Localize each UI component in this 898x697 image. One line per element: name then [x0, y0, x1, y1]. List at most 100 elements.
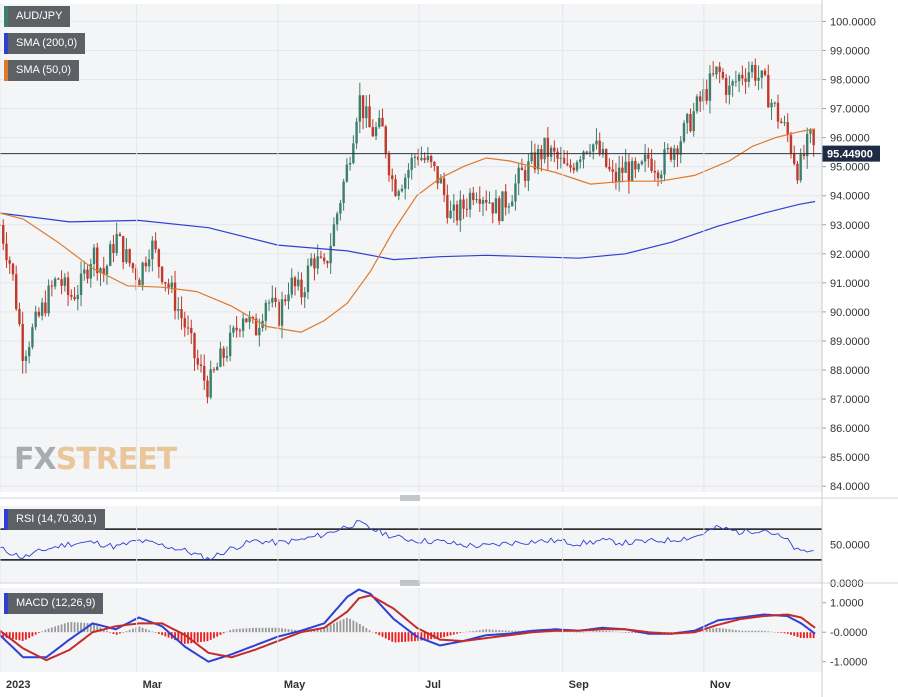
macd-hist-bar: [475, 630, 478, 633]
macd-hist-bar: [352, 620, 355, 633]
candle-body: [339, 203, 342, 214]
candles: [0, 58, 815, 404]
macd-hist-bar: [70, 622, 73, 633]
candle-body: [676, 148, 679, 155]
price-tick-label: 90.0000: [830, 307, 870, 319]
legend-macd[interactable]: MACD (12,26,9): [4, 593, 104, 614]
macd-hist-bar: [122, 632, 125, 633]
macd-hist-bar: [203, 632, 206, 642]
macd-hist-bar: [268, 627, 270, 633]
macd-hist-bar: [261, 627, 264, 633]
candle-body: [517, 167, 520, 184]
candle-body: [310, 258, 313, 266]
legend-rsi[interactable]: RSI (14,70,30,1): [4, 509, 105, 530]
candle-body: [121, 236, 125, 263]
macd-hist-bar: [744, 630, 747, 633]
candle-body: [608, 166, 611, 170]
candle-body: [277, 301, 280, 326]
candle-body: [8, 260, 11, 264]
candle-body: [741, 74, 744, 79]
macd-hist-bar: [427, 632, 429, 640]
macd-hist-bar: [342, 619, 345, 633]
candle-body: [799, 154, 802, 181]
candle-body: [345, 164, 349, 182]
candle-body: [193, 333, 196, 359]
macd-hist-bar: [459, 632, 462, 633]
macd-hist-bar: [38, 632, 40, 634]
macd-hist-bar: [73, 622, 76, 633]
macd-hist-bar: [209, 632, 212, 640]
macd-hist-bar: [83, 622, 86, 633]
candle-body: [705, 89, 708, 101]
legend-sma50-label: SMA (50,0): [16, 64, 72, 76]
macd-hist-bar: [718, 628, 721, 633]
candle-body: [630, 160, 634, 181]
candle-body: [718, 66, 721, 72]
macd-hist-bar: [764, 630, 766, 633]
macd-hist-bar: [576, 632, 578, 633]
macd-hist-bar: [439, 632, 442, 638]
x-tick-label: Sep: [569, 679, 589, 691]
candle-body: [125, 249, 128, 263]
macd-hist-bar: [232, 629, 235, 633]
candle-body: [31, 327, 34, 348]
legend-pair-label: AUD/JPY: [16, 10, 63, 22]
legend-sma200[interactable]: SMA (200,0): [4, 33, 86, 54]
macd-hist-bar: [712, 628, 715, 633]
candle-body: [637, 164, 640, 170]
candle-body: [721, 71, 725, 78]
rsi-panel: 50.0000 0.0000: [0, 506, 870, 590]
candle-body: [83, 269, 86, 274]
macd-hist-bar: [572, 631, 575, 633]
candle-body: [695, 96, 699, 112]
macd-hist-bar: [592, 631, 595, 633]
legend-pair[interactable]: AUD/JPY: [4, 6, 71, 27]
candle-body: [475, 199, 478, 201]
macd-hist-bar: [15, 632, 18, 640]
macd-hist-bar: [624, 632, 627, 633]
legend-sma50[interactable]: SMA (50,0): [4, 60, 80, 81]
macd-hist-bar: [786, 632, 789, 634]
candle-body: [556, 151, 559, 159]
macd-hist-bar: [731, 629, 734, 633]
candle-body: [653, 170, 657, 173]
macd-hist-bar: [757, 630, 760, 633]
macd-hist-bar: [511, 630, 514, 633]
candle-body: [592, 144, 595, 152]
macd-hist-bar: [258, 627, 261, 633]
candle-body: [99, 268, 102, 274]
macd-panel: 1.0000 -0.0000 -1.0000: [0, 588, 867, 672]
candle-body: [157, 249, 161, 267]
candle-body: [504, 191, 507, 208]
candle-body: [183, 318, 186, 328]
candle-body: [715, 66, 718, 75]
macd-hist-bar: [8, 632, 11, 639]
macd-hist-bar: [569, 631, 572, 633]
macd-hist-bar: [345, 617, 348, 633]
candle-body: [280, 299, 284, 326]
macd-hist-bar: [410, 632, 413, 642]
candle-body: [773, 102, 776, 104]
candle-body: [711, 73, 715, 75]
macd-hist-bar: [277, 627, 280, 633]
macd-hist-bar: [375, 632, 377, 634]
macd-hist-bar: [193, 632, 196, 643]
macd-hist-bar: [741, 630, 744, 633]
macd-tick-label: -0.0000: [830, 627, 867, 639]
candle-body: [647, 154, 650, 159]
candle-body: [413, 156, 417, 158]
macd-hist-bar: [378, 632, 381, 636]
macd-hist-bar: [517, 630, 520, 633]
candle-body: [436, 166, 439, 184]
candle-body: [371, 127, 374, 137]
macd-hist-bar: [316, 628, 319, 633]
macd-hist-bar: [495, 629, 497, 633]
macd-hist-bar: [25, 632, 27, 640]
macd-hist-bar: [177, 632, 180, 642]
macd-hist-bar: [705, 629, 708, 633]
macd-hist-bar: [394, 632, 397, 643]
macd-hist-bar: [799, 632, 802, 638]
macd-hist-bar: [251, 627, 254, 633]
candle-body: [747, 72, 751, 82]
